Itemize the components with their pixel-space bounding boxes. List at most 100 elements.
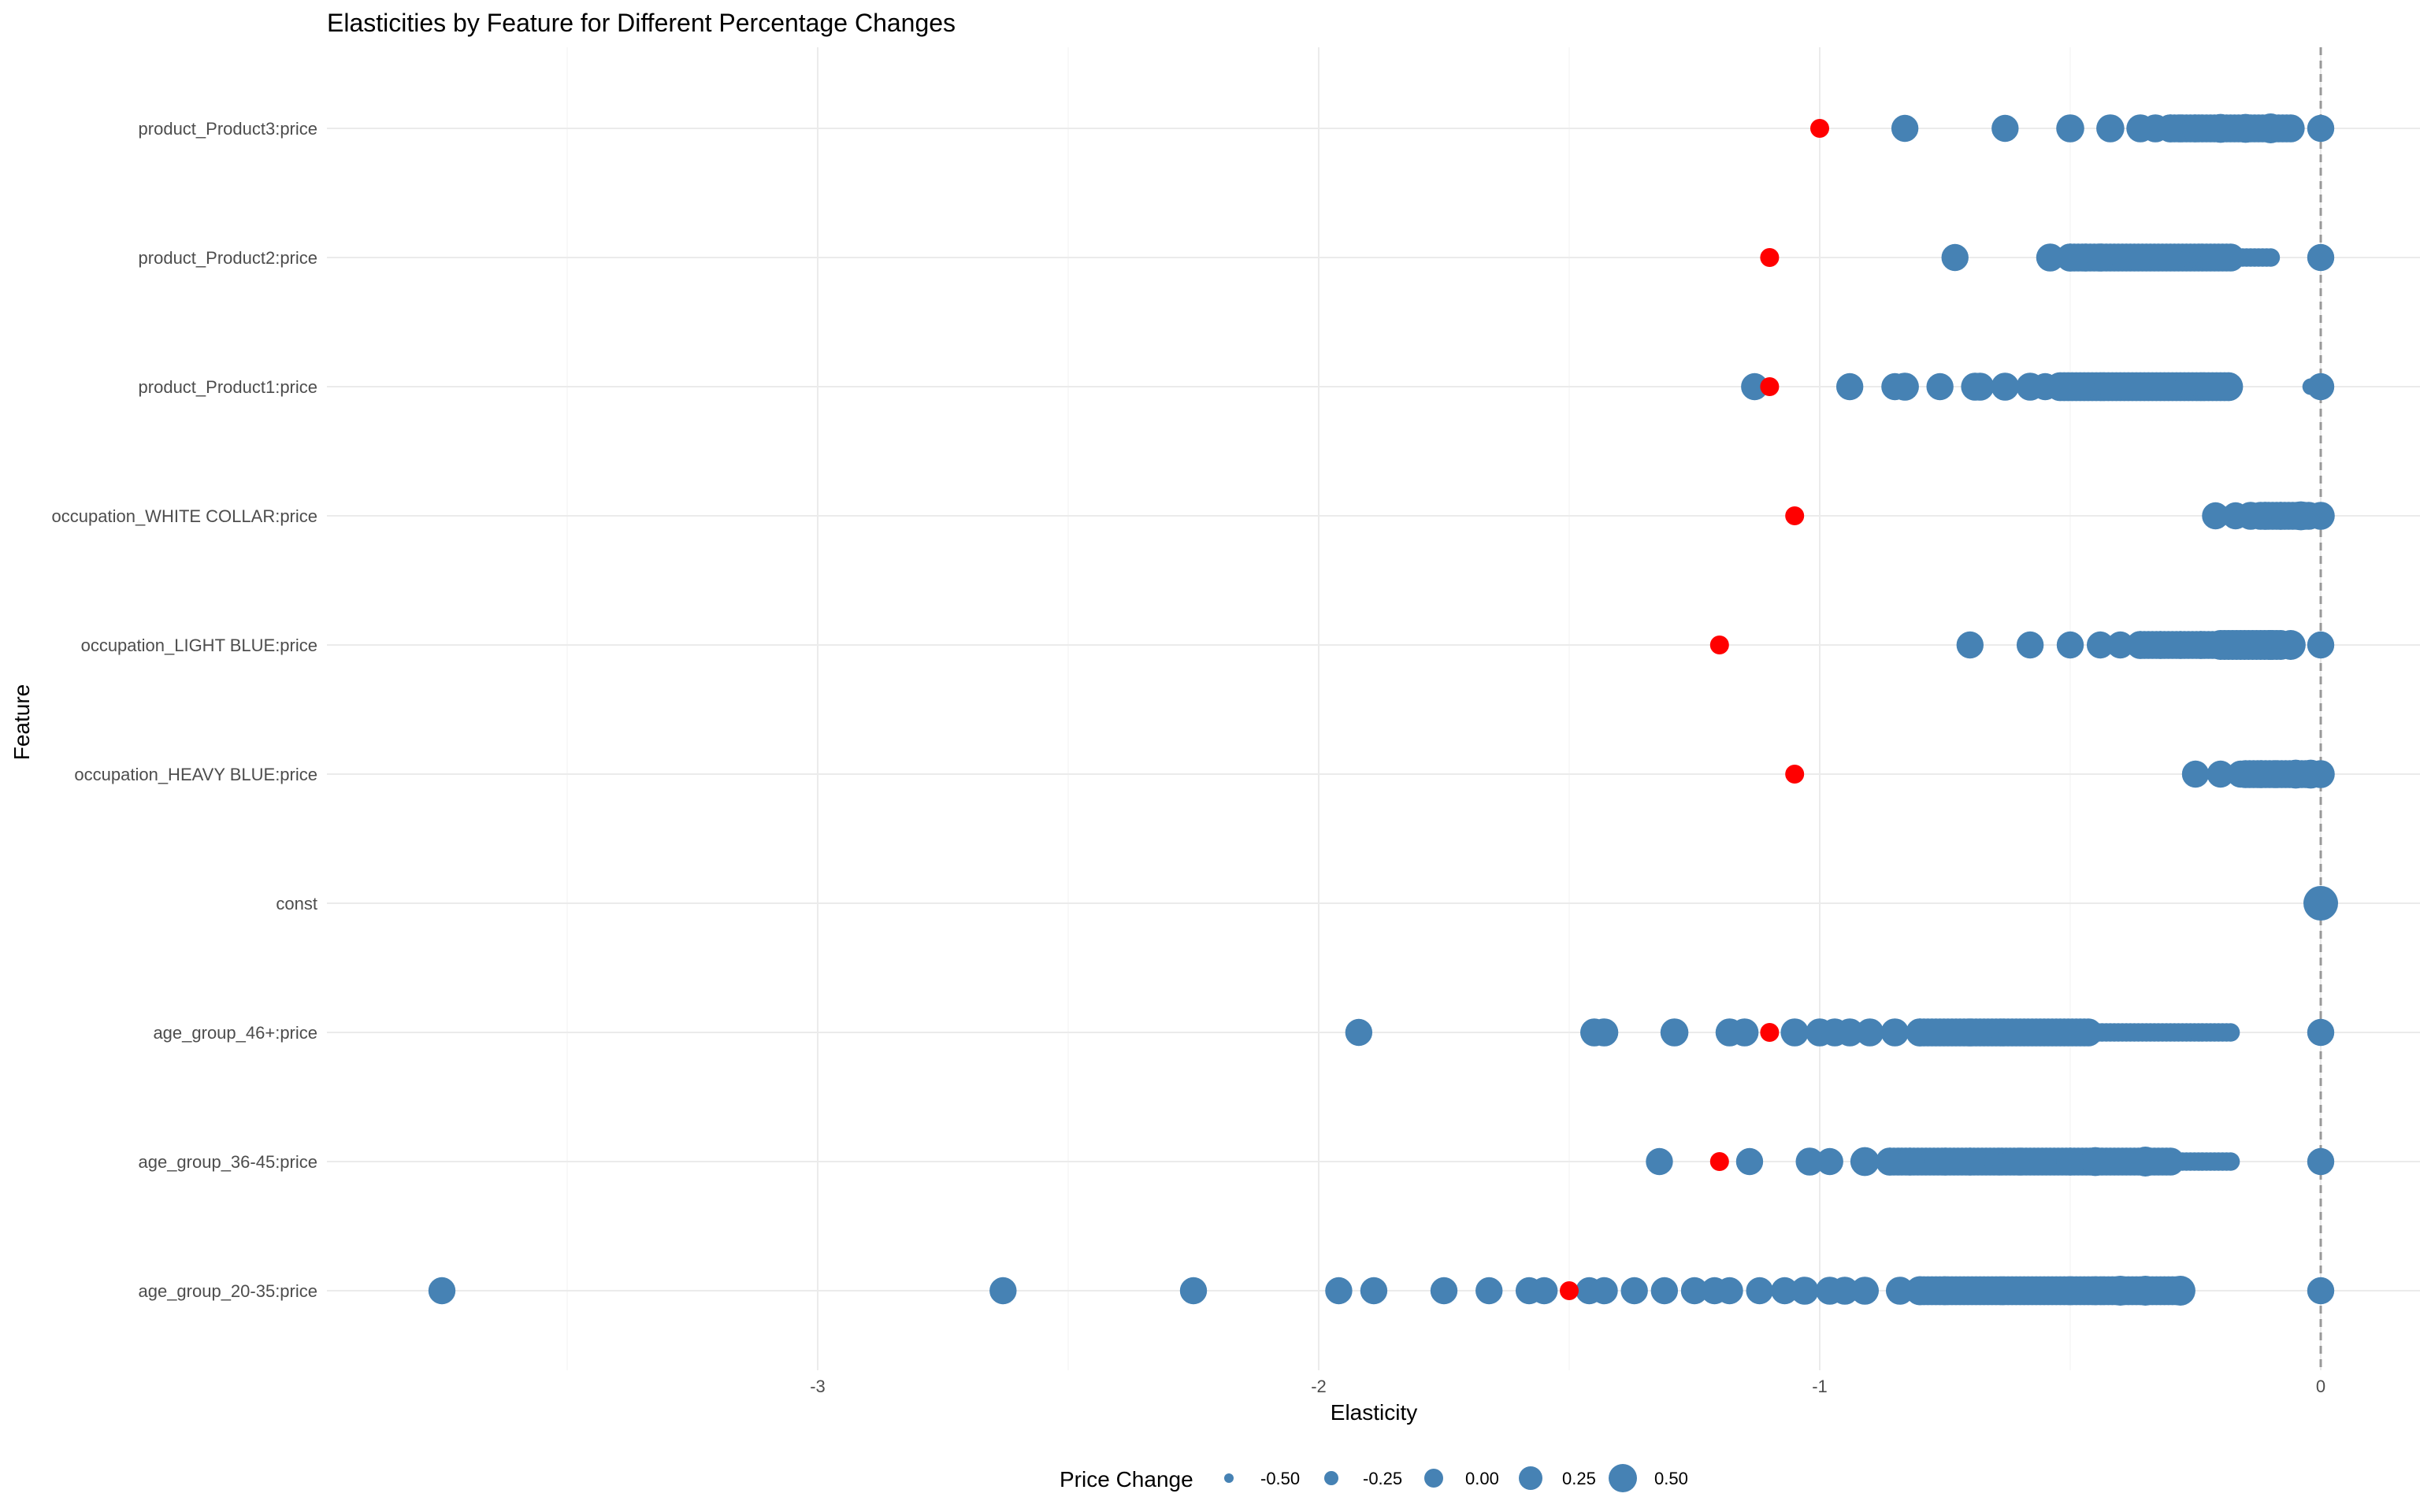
data-point	[2231, 630, 2261, 660]
data-point	[2186, 631, 2215, 659]
legend-label: 0.50	[1654, 1469, 1688, 1488]
data-point	[1956, 1277, 1984, 1305]
highlighted-data-point	[1785, 506, 1805, 525]
data-point	[1741, 372, 1769, 401]
data-point	[1980, 1277, 2010, 1305]
highlighted-data-point	[1560, 1281, 1579, 1300]
data-point	[2096, 114, 2125, 143]
data-point	[2036, 243, 2065, 272]
data-point	[2047, 372, 2074, 401]
legend-key	[1424, 1469, 1443, 1488]
data-point	[1730, 1018, 1759, 1047]
data-point	[1531, 1277, 1558, 1305]
data-point	[2307, 1018, 2335, 1047]
data-points	[428, 113, 2338, 1306]
data-point	[2105, 1276, 2136, 1306]
y-tick-label: occupation_LIGHT BLUE:price	[81, 636, 317, 655]
data-point	[1680, 1277, 1709, 1305]
data-point	[2080, 1147, 2110, 1177]
data-point	[2286, 501, 2315, 531]
y-tick-label: occupation_WHITE COLLAR:price	[52, 506, 317, 526]
data-point	[1876, 1147, 1904, 1176]
size-legend: Price Change -0.50 -0.25 0.00 0.25 0.50	[1060, 1464, 1688, 1492]
data-point	[2206, 630, 2236, 660]
legend-label: 0.00	[1465, 1469, 1499, 1488]
data-point	[1795, 1147, 1824, 1176]
data-point	[989, 1277, 1017, 1305]
data-point	[2206, 113, 2236, 143]
data-point	[1816, 1147, 1843, 1176]
data-point	[2307, 372, 2335, 401]
data-point	[2255, 113, 2286, 143]
data-point	[2202, 502, 2229, 530]
data-point	[1650, 1277, 1679, 1305]
data-point	[1906, 1018, 1934, 1047]
data-point	[1620, 1277, 1648, 1305]
data-point	[2006, 1147, 2035, 1176]
data-point	[1735, 1147, 1764, 1176]
data-point	[2055, 1276, 2085, 1306]
data-point	[2165, 1276, 2195, 1306]
data-point	[2227, 760, 2255, 788]
data-point	[1885, 1277, 1914, 1305]
data-point	[1475, 1277, 1503, 1305]
data-point	[1931, 1147, 1959, 1176]
legend-key	[1609, 1464, 1637, 1492]
data-point	[1941, 243, 1969, 272]
x-tick-label: 0	[2316, 1377, 2325, 1396]
legend-label: -0.25	[1363, 1469, 1402, 1488]
data-point	[2130, 1276, 2161, 1306]
data-point	[1880, 1018, 1910, 1047]
data-point	[1891, 114, 1919, 143]
data-point	[1660, 1018, 1689, 1047]
data-point	[2166, 631, 2195, 659]
data-point	[1646, 1147, 1673, 1176]
data-point	[1430, 1277, 1458, 1305]
data-point	[1965, 372, 1995, 401]
x-tick-label: -3	[810, 1377, 826, 1396]
data-point	[1850, 1277, 1880, 1305]
data-point	[1716, 1277, 1743, 1305]
data-point	[1780, 1018, 1809, 1047]
data-point	[1835, 372, 1864, 401]
x-tick-label: -2	[1311, 1377, 1327, 1396]
data-point	[1956, 631, 1984, 659]
x-axis-title: Elasticity	[1331, 1400, 1417, 1425]
y-tick-label: age_group_36-45:price	[138, 1152, 317, 1172]
y-axis-title: Feature	[9, 684, 34, 761]
data-point	[2006, 1277, 2035, 1305]
data-point	[1590, 1277, 1618, 1305]
data-point	[2307, 1277, 2335, 1305]
data-point	[1179, 1277, 1208, 1305]
data-point	[2016, 631, 2044, 659]
y-tick-label: age_group_46+:price	[153, 1023, 317, 1043]
data-point	[2221, 1152, 2240, 1171]
data-point	[1895, 1147, 1924, 1176]
data-point	[2307, 243, 2335, 272]
legend-label: 0.25	[1562, 1469, 1596, 1488]
data-point	[2307, 760, 2335, 788]
data-point	[2181, 114, 2210, 143]
data-point	[2056, 114, 2084, 143]
data-point	[2261, 248, 2281, 267]
data-point	[1850, 1147, 1880, 1177]
data-point	[2106, 631, 2134, 659]
data-point	[2080, 1276, 2110, 1306]
y-axis-tick-labels: product_Product3:price product_Product2:p…	[52, 119, 317, 1301]
data-point	[1956, 1147, 1984, 1176]
legend-key	[1224, 1473, 1234, 1483]
highlighted-data-point	[1810, 119, 1829, 138]
data-point	[2086, 631, 2114, 659]
data-point	[2207, 760, 2234, 788]
data-point	[1891, 372, 1919, 401]
data-point	[2146, 631, 2175, 659]
data-point	[2056, 631, 2084, 659]
highlighted-data-point	[1760, 248, 1780, 267]
data-point	[2307, 114, 2335, 143]
data-point	[2086, 243, 2114, 272]
data-point	[1926, 372, 1954, 401]
highlighted-data-point	[1709, 1152, 1729, 1171]
data-point	[2307, 1147, 2335, 1176]
data-point	[2231, 113, 2261, 143]
